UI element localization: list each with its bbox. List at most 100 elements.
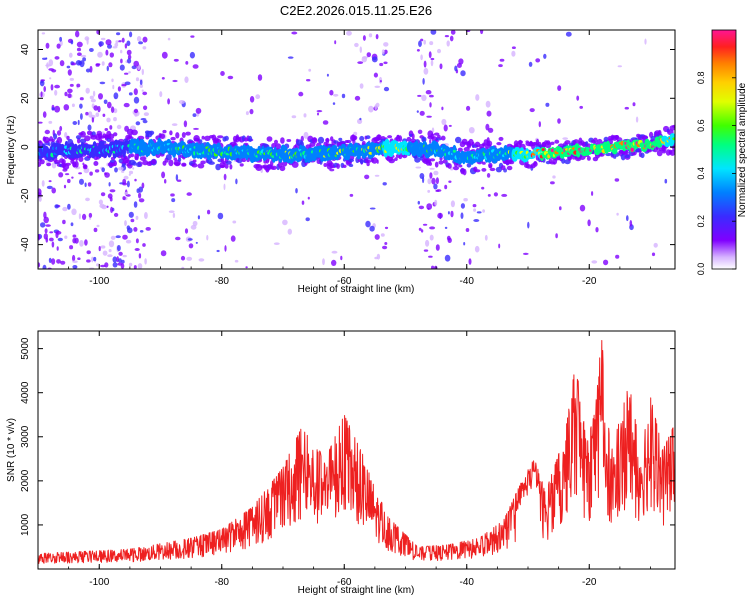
snr-y-tick-label: 4000 — [20, 381, 31, 404]
spectrogram-speckle — [333, 93, 339, 97]
spectrogram-halo — [434, 161, 439, 168]
colorbar-tick-label: 0.4 — [696, 167, 706, 180]
spectrogram-speckle — [44, 228, 48, 234]
spectrogram-halo — [371, 157, 378, 164]
spectrogram-speckle — [423, 39, 427, 45]
spectrogram-speckle — [227, 75, 234, 80]
spectrogram-speckle — [216, 249, 220, 253]
spectrogram-speckle — [374, 104, 378, 110]
spectrogram-speckle — [142, 36, 148, 43]
spectrogram-speckle — [135, 215, 139, 220]
spectrogram-speckle — [109, 52, 115, 58]
spectrogram-speckle — [448, 180, 452, 183]
spectrogram-speckle — [40, 80, 44, 84]
spectrogram-halo — [414, 157, 421, 163]
spectrogram-halo — [225, 160, 232, 165]
spectrogram-speckle — [644, 38, 647, 45]
spectrogram-ridge-core — [672, 137, 675, 141]
spectrogram-speckle — [86, 37, 89, 45]
spectrogram-speckle — [74, 237, 79, 244]
spectrogram-speckle — [234, 259, 239, 263]
spectrogram-speckle — [511, 50, 516, 57]
spectrogram-y-tick-label: -40 — [20, 237, 31, 252]
spectrogram-halo — [462, 168, 467, 176]
spectrogram-speckle — [429, 167, 435, 170]
spectrogram-speckle — [626, 215, 629, 222]
spectrogram-speckle — [287, 228, 292, 235]
spectrogram-speckle — [77, 52, 82, 56]
spectrogram-speckle — [135, 77, 140, 82]
spectrogram-halo — [279, 165, 286, 172]
spectrogram-speckle — [98, 199, 103, 205]
spectrogram-speckle — [100, 192, 106, 197]
spectrogram-speckle — [565, 31, 572, 37]
spectrogram-speckle — [167, 98, 171, 105]
spectrogram-halo — [170, 136, 176, 141]
spectrogram-speckle — [322, 258, 325, 266]
spectrogram-speckle — [664, 178, 668, 184]
spectrogram-halo — [620, 153, 626, 161]
spectrogram-halo — [672, 124, 675, 128]
spectrogram-speckle — [419, 110, 425, 116]
spectrogram-halo — [625, 154, 630, 158]
spectrogram-speckle — [93, 227, 98, 233]
spectrogram-speckle — [181, 266, 185, 269]
spectrogram-speckle — [375, 34, 379, 40]
spectrogram-speckle — [190, 35, 195, 38]
spectrogram-speckle — [428, 51, 432, 59]
spectrogram-halo — [51, 138, 55, 142]
spectrogram-speckle — [108, 62, 113, 68]
spectrogram-speckle — [48, 68, 55, 71]
spectrogram-halo — [474, 169, 481, 173]
spectrogram-speckle — [195, 107, 202, 114]
spectrogram-speckle — [60, 260, 66, 265]
spectrogram-speckle — [104, 262, 109, 268]
spectrogram-speckle — [133, 96, 140, 104]
spectrogram-speckle — [484, 234, 488, 241]
spectrogram-speckle — [127, 227, 133, 234]
spectrogram-speckle — [128, 92, 133, 96]
spectrogram-halo — [229, 164, 233, 170]
spectrogram-speckle — [45, 42, 50, 49]
spectrogram-speckle — [64, 132, 68, 138]
spectrogram-x-tick-label: -80 — [215, 276, 230, 287]
spectrogram-speckle — [59, 125, 63, 132]
spectrogram-speckle — [88, 212, 93, 218]
spectrogram-speckle — [71, 103, 75, 108]
spectrogram-speckle — [172, 212, 176, 219]
spectrogram-speckle — [138, 41, 144, 45]
spectrogram-speckle — [51, 107, 55, 111]
spectrogram-speckle — [374, 85, 381, 89]
spectrogram-speckle — [511, 46, 516, 49]
spectrogram-speckle — [230, 235, 236, 242]
spectrogram-halo — [656, 149, 663, 157]
spectrogram-speckle — [527, 221, 530, 229]
spectrogram-speckle — [54, 204, 59, 209]
spectrogram-halo — [533, 161, 537, 165]
spectrogram-speckle — [217, 212, 224, 220]
spectrogram-halo — [181, 162, 187, 167]
spectrogram-halo — [348, 158, 354, 163]
spectrogram-speckle — [557, 118, 561, 124]
spectrogram-speckle — [223, 183, 226, 190]
spectrogram-speckle — [198, 258, 205, 262]
spectrogram-ridge-core — [541, 148, 545, 152]
spectrogram-speckle — [629, 220, 633, 227]
spectrogram-halo — [359, 135, 365, 142]
spectrogram-speckle — [354, 42, 359, 48]
spectrogram-speckle — [444, 226, 448, 229]
spectrogram-halo — [177, 157, 182, 162]
spectrogram-speckle — [121, 37, 125, 43]
spectrogram-speckle — [45, 57, 48, 60]
spectrogram-speckle — [444, 184, 448, 190]
spectrogram-speckle — [91, 256, 94, 263]
spectrogram-speckle — [365, 220, 371, 228]
spectrogram-speckle — [383, 86, 390, 92]
spectrogram-speckle — [116, 32, 121, 36]
spectrogram-speckle — [382, 245, 388, 250]
spectrogram-speckle — [615, 254, 620, 259]
spectrogram-speckle — [433, 170, 439, 176]
spectrogram-speckle — [57, 237, 63, 242]
spectrogram-halo — [80, 131, 86, 138]
spectrogram-speckle — [42, 111, 47, 118]
